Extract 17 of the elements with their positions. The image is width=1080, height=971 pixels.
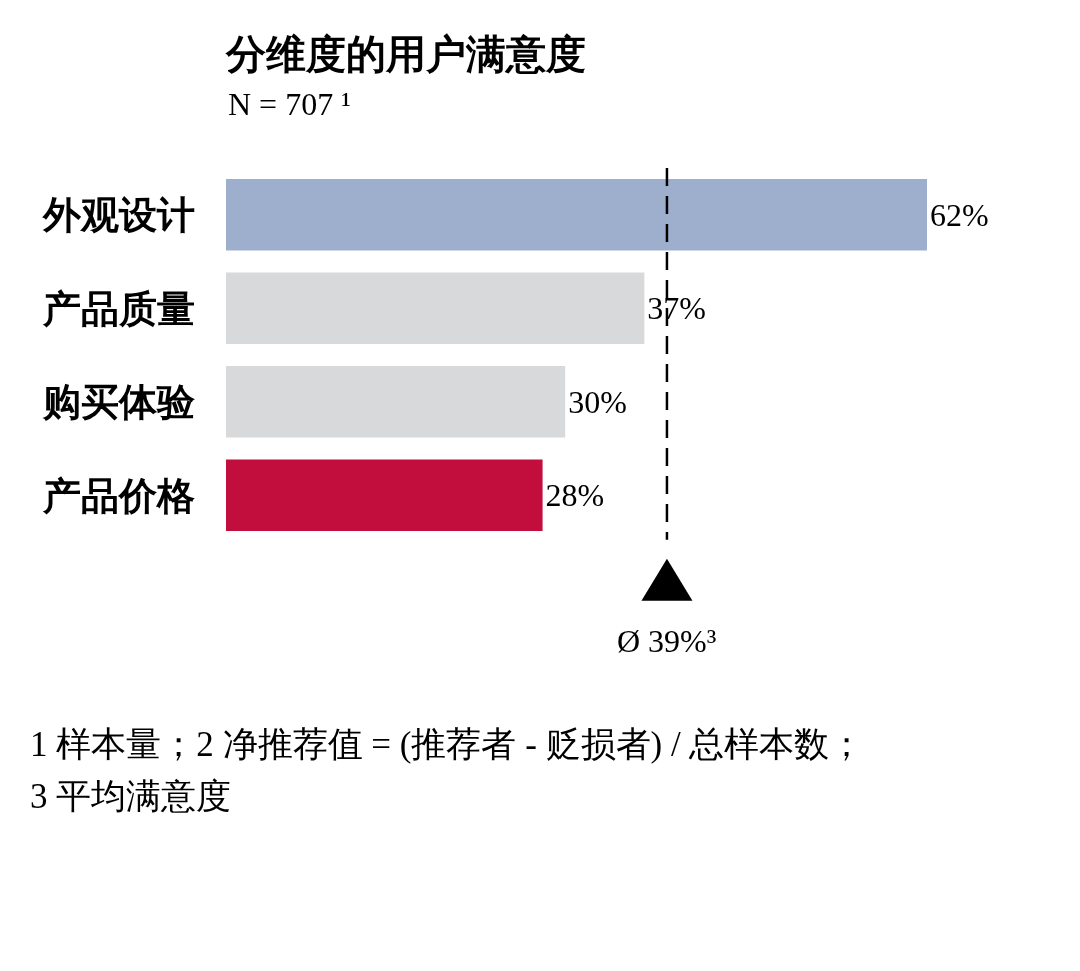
chart-title: 分维度的用户满意度 <box>225 32 586 77</box>
data-label: 30% <box>568 383 627 420</box>
y-tick-label: 产品价格 <box>42 474 195 517</box>
data-label: 28% <box>545 477 605 514</box>
data-label: 62% <box>930 196 989 233</box>
bar <box>226 459 543 531</box>
text: 1 样本量；2 净推荐值 = (推荐者 - 贬损者) / 总样本数； <box>30 725 865 764</box>
ref-line-label: Ø 39%³ <box>617 623 717 659</box>
data-label: 37% <box>647 290 706 327</box>
y-tick-label: 产品质量 <box>42 287 195 330</box>
text: 3 平均满意度 <box>30 777 232 816</box>
bar <box>226 366 566 438</box>
y-tick-label: 外观设计 <box>42 194 195 237</box>
chart-subtitle: N = 707 ¹ <box>228 86 351 122</box>
bar <box>226 179 927 251</box>
bar <box>226 272 645 344</box>
y-tick-label: 购买体验 <box>42 381 196 424</box>
